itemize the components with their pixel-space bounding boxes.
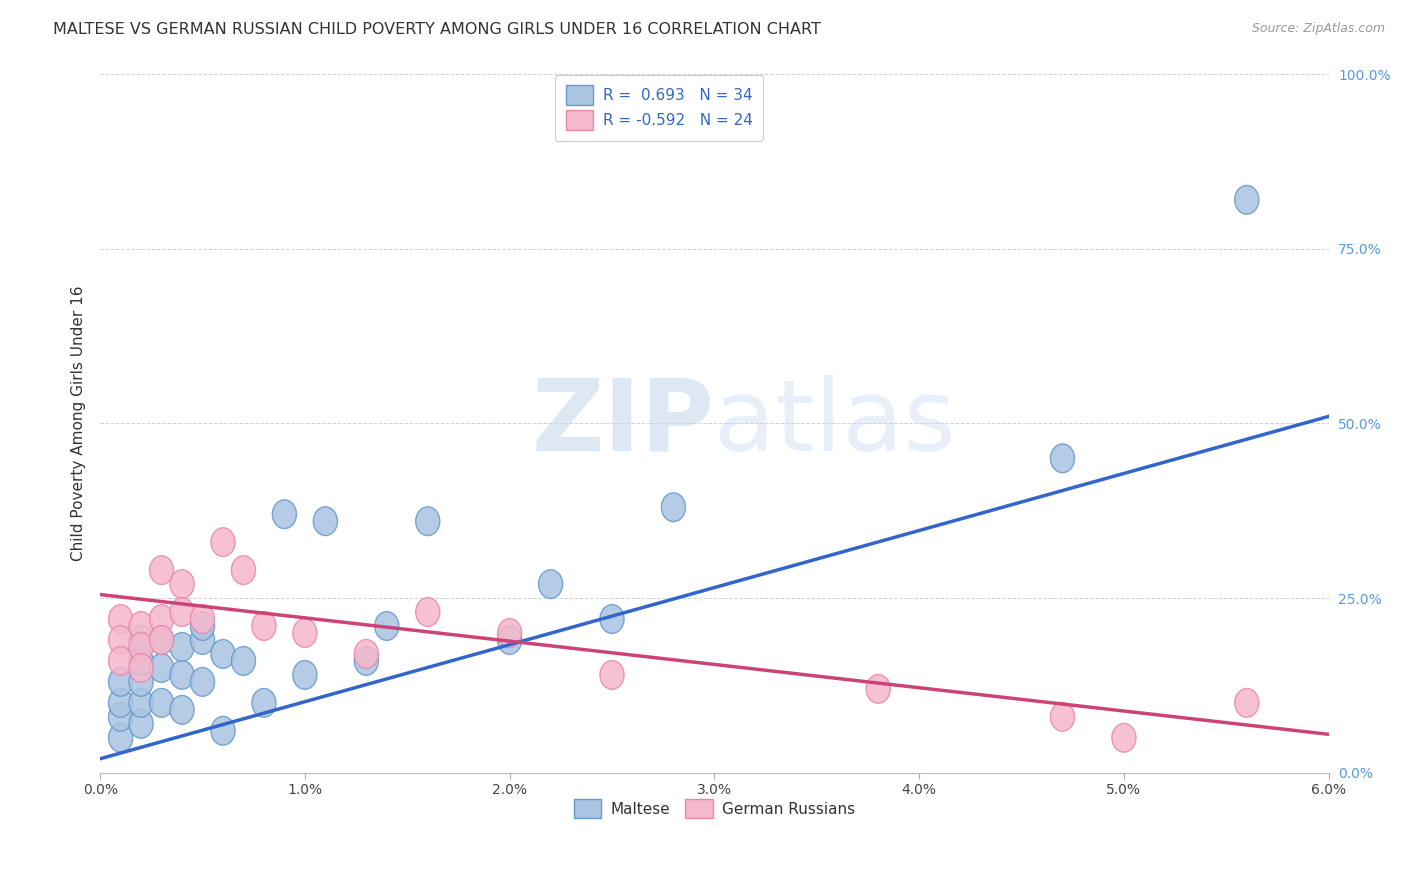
Ellipse shape — [416, 598, 440, 626]
Ellipse shape — [170, 661, 194, 690]
Ellipse shape — [600, 661, 624, 690]
Text: Source: ZipAtlas.com: Source: ZipAtlas.com — [1251, 22, 1385, 36]
Ellipse shape — [1050, 444, 1074, 473]
Ellipse shape — [149, 605, 173, 633]
Ellipse shape — [129, 667, 153, 697]
Ellipse shape — [538, 570, 562, 599]
Ellipse shape — [170, 632, 194, 661]
Text: MALTESE VS GERMAN RUSSIAN CHILD POVERTY AMONG GIRLS UNDER 16 CORRELATION CHART: MALTESE VS GERMAN RUSSIAN CHILD POVERTY … — [53, 22, 821, 37]
Ellipse shape — [190, 667, 215, 697]
Ellipse shape — [354, 647, 378, 675]
Ellipse shape — [375, 612, 399, 640]
Ellipse shape — [661, 493, 686, 522]
Ellipse shape — [149, 625, 173, 655]
Ellipse shape — [292, 619, 316, 648]
Ellipse shape — [498, 619, 522, 648]
Ellipse shape — [129, 625, 153, 655]
Ellipse shape — [190, 612, 215, 640]
Ellipse shape — [129, 709, 153, 739]
Ellipse shape — [354, 640, 378, 668]
Ellipse shape — [252, 689, 276, 717]
Ellipse shape — [292, 661, 316, 690]
Text: ZIP: ZIP — [531, 375, 714, 472]
Ellipse shape — [149, 689, 173, 717]
Ellipse shape — [273, 500, 297, 529]
Ellipse shape — [211, 528, 235, 557]
Ellipse shape — [108, 647, 132, 675]
Ellipse shape — [108, 667, 132, 697]
Ellipse shape — [108, 723, 132, 752]
Ellipse shape — [108, 703, 132, 731]
Ellipse shape — [170, 598, 194, 626]
Legend: Maltese, German Russians: Maltese, German Russians — [568, 793, 862, 824]
Ellipse shape — [108, 605, 132, 633]
Ellipse shape — [190, 605, 215, 633]
Ellipse shape — [211, 716, 235, 745]
Ellipse shape — [252, 612, 276, 640]
Ellipse shape — [211, 640, 235, 668]
Ellipse shape — [170, 570, 194, 599]
Ellipse shape — [149, 654, 173, 682]
Ellipse shape — [129, 654, 153, 682]
Ellipse shape — [1234, 689, 1258, 717]
Ellipse shape — [600, 605, 624, 633]
Ellipse shape — [149, 556, 173, 584]
Ellipse shape — [129, 612, 153, 640]
Ellipse shape — [416, 507, 440, 535]
Ellipse shape — [108, 689, 132, 717]
Ellipse shape — [190, 625, 215, 655]
Ellipse shape — [1234, 186, 1258, 214]
Ellipse shape — [149, 625, 173, 655]
Ellipse shape — [1050, 703, 1074, 731]
Ellipse shape — [498, 625, 522, 655]
Ellipse shape — [129, 647, 153, 675]
Ellipse shape — [129, 632, 153, 661]
Ellipse shape — [232, 647, 256, 675]
Ellipse shape — [314, 507, 337, 535]
Ellipse shape — [170, 696, 194, 724]
Ellipse shape — [1112, 723, 1136, 752]
Ellipse shape — [108, 625, 132, 655]
Ellipse shape — [232, 556, 256, 584]
Ellipse shape — [866, 674, 890, 703]
Y-axis label: Child Poverty Among Girls Under 16: Child Poverty Among Girls Under 16 — [72, 285, 86, 561]
Ellipse shape — [129, 689, 153, 717]
Text: atlas: atlas — [714, 375, 956, 472]
